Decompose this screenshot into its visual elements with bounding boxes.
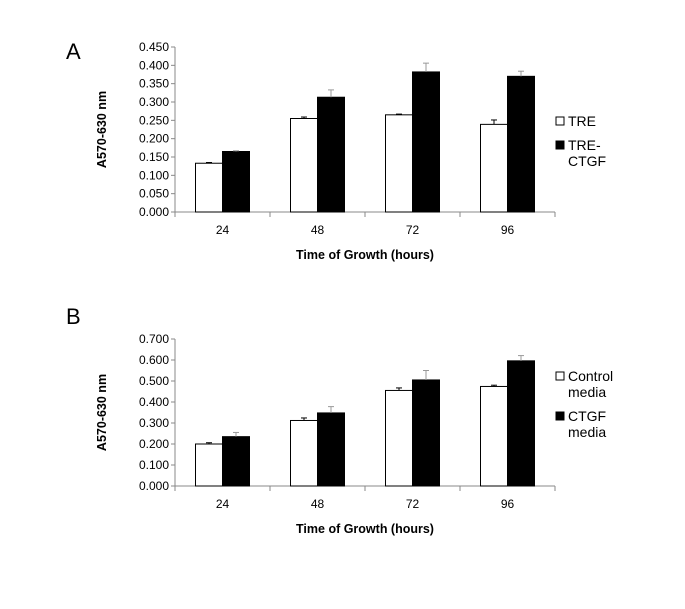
bar xyxy=(317,412,345,487)
bar xyxy=(480,123,508,213)
y-tick-label: 0.200 xyxy=(139,437,169,451)
y-tick-label: 0.500 xyxy=(139,374,169,388)
y-tick-label: 0.100 xyxy=(139,168,169,182)
legend-swatch xyxy=(555,116,565,126)
panel-a-letter: A xyxy=(66,39,81,64)
legend-swatch xyxy=(555,140,565,150)
y-tick-label: 0.000 xyxy=(139,479,169,493)
y-tick-label: 0.300 xyxy=(139,95,169,109)
y-tick-label: 0.600 xyxy=(139,353,169,367)
bar xyxy=(507,360,535,487)
panel-b-letter: B xyxy=(66,304,81,329)
legend-swatch xyxy=(555,371,565,381)
x-tick-label: 96 xyxy=(501,497,515,511)
x-tick-label: 48 xyxy=(311,497,325,511)
legend-label: Control xyxy=(568,368,613,384)
y-tick-label: 0.450 xyxy=(139,40,169,54)
bar xyxy=(385,114,413,213)
x-tick-label: 48 xyxy=(311,223,325,237)
chart-a: A 0.000 0.050 0.100 0.150 0.200 0.250 0.300 0.3… xyxy=(66,39,606,262)
x-axis-title: Time of Growth (hours) xyxy=(296,522,434,536)
legend-label: media xyxy=(568,384,606,400)
bar xyxy=(195,162,223,213)
legend-label: CTGF xyxy=(568,153,606,169)
bar xyxy=(195,443,223,487)
bar xyxy=(412,379,440,487)
bar xyxy=(507,75,535,213)
x-tick-label: 24 xyxy=(216,223,230,237)
bar xyxy=(290,419,318,487)
y-tick-label: 0.400 xyxy=(139,395,169,409)
bar xyxy=(480,385,508,487)
bar xyxy=(222,151,250,213)
y-tick-label: 0.400 xyxy=(139,58,169,72)
x-tick-label: 72 xyxy=(406,497,420,511)
y-axis-title: A570-630 nm xyxy=(95,91,109,168)
x-tick-label: 24 xyxy=(216,497,230,511)
legend-label: CTGF xyxy=(568,408,606,424)
y-tick-label: 0.050 xyxy=(139,187,169,201)
x-axis-title: Time of Growth (hours) xyxy=(296,248,434,262)
chart-b: B 0.000 0.100 0.200 0.300 0.400 0.500 0.600 0.7… xyxy=(66,304,613,536)
x-tick-label: 72 xyxy=(406,223,420,237)
legend-label: TRE xyxy=(568,113,596,129)
bar xyxy=(412,71,440,213)
bar xyxy=(290,118,318,213)
y-tick-label: 0.200 xyxy=(139,132,169,146)
legend-swatch xyxy=(555,411,565,421)
x-tick-label: 96 xyxy=(501,223,515,237)
bar xyxy=(222,436,250,487)
y-tick-label: 0.100 xyxy=(139,458,169,472)
y-tick-label: 0.150 xyxy=(139,150,169,164)
y-tick-label: 0.000 xyxy=(139,205,169,219)
legend-label: media xyxy=(568,424,606,440)
y-tick-label: 0.300 xyxy=(139,416,169,430)
bar xyxy=(385,389,413,487)
y-axis-title: A570-630 nm xyxy=(95,374,109,451)
y-tick-label: 0.700 xyxy=(139,332,169,346)
legend-label: TRE- xyxy=(568,137,601,153)
y-tick-label: 0.250 xyxy=(139,113,169,127)
y-tick-label: 0.350 xyxy=(139,77,169,91)
bar xyxy=(317,96,345,213)
